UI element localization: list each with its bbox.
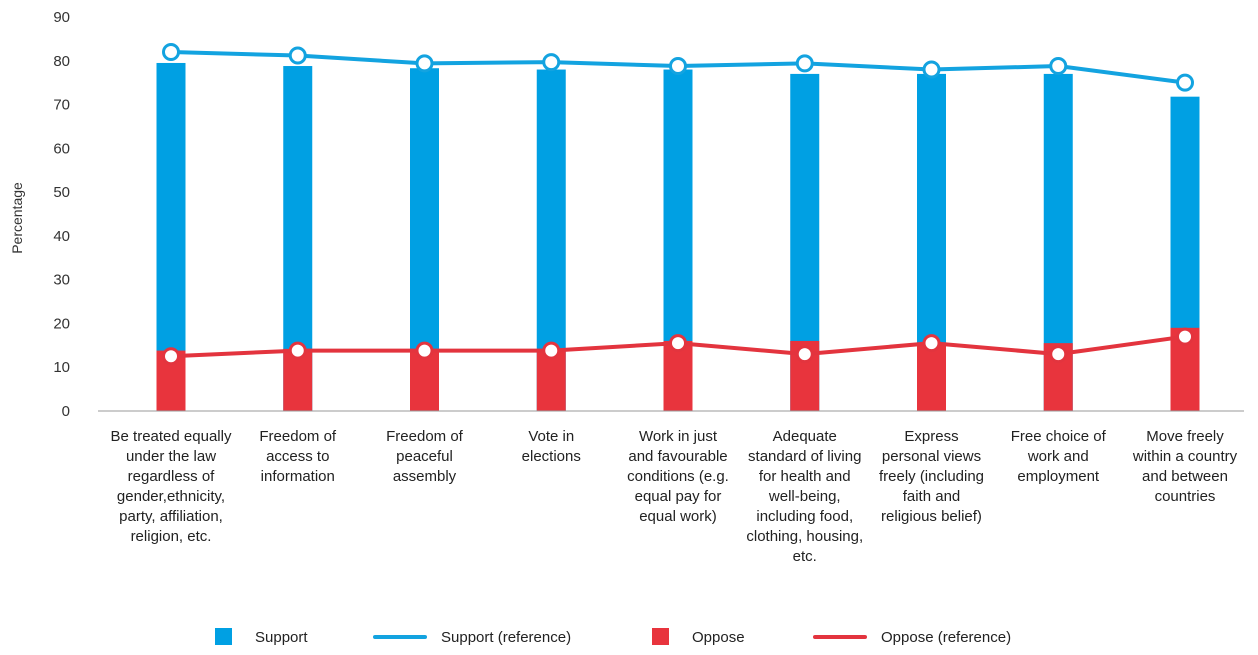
point-support-reference-2: [415, 54, 434, 73]
y-tick-label-50: 50: [53, 184, 70, 201]
point-support-reference-8: [1176, 73, 1194, 92]
category-label-0: Be treated equally under the law regardles…: [111, 428, 232, 545]
legend-label-support-reference: Support (reference): [441, 629, 571, 646]
legend-swatch-support: [215, 628, 232, 645]
point-oppose-reference-5: [795, 345, 814, 364]
legend-label-support: Support: [255, 629, 308, 646]
category-label-7: Free choice of work and employment: [1011, 428, 1107, 485]
y-tick-label-60: 60: [53, 140, 70, 157]
legend-swatch-oppose: [652, 628, 669, 645]
point-oppose-reference-8: [1176, 327, 1194, 346]
category-label-4: Work in just and favourable conditions (e.…: [627, 428, 729, 525]
category-labels: Be treated equally under the law regardles…: [111, 428, 1238, 565]
point-oppose-reference-4: [669, 334, 687, 353]
point-support-reference-1: [288, 46, 307, 65]
y-tick-label-0: 0: [62, 403, 70, 420]
category-label-2: Freedom of peaceful assembly: [386, 428, 464, 485]
y-axis-title: Percentage: [9, 182, 25, 254]
category-label-8: Move freely within a country and between co…: [1132, 428, 1238, 505]
lines: [162, 43, 1194, 366]
point-oppose-reference-2: [415, 341, 434, 360]
category-label-3: Vote in elections: [522, 428, 581, 465]
category-label-1: Freedom of access to information: [259, 428, 337, 485]
point-oppose-reference-6: [922, 334, 941, 353]
point-support-reference-5: [795, 54, 814, 73]
y-tick-label-10: 10: [53, 359, 70, 376]
y-tick-label-90: 90: [53, 9, 70, 26]
category-label-5: Adequate standard of living for health and…: [746, 428, 863, 565]
y-tick-label-70: 70: [53, 97, 70, 114]
category-label-6: Express personal views freely (including fa…: [879, 428, 984, 525]
y-tick-label-20: 20: [53, 315, 70, 332]
y-tick-label-30: 30: [53, 272, 70, 289]
point-support-reference-6: [922, 60, 941, 79]
bars: [156, 62, 1200, 412]
bar-oppose-6: [917, 343, 946, 411]
legend-label-oppose: Oppose: [692, 629, 745, 646]
y-tick-label-40: 40: [53, 228, 70, 245]
point-oppose-reference-3: [542, 341, 561, 360]
bar-oppose-4: [663, 340, 693, 411]
y-tick-label-80: 80: [53, 53, 70, 70]
point-oppose-reference-1: [288, 341, 307, 360]
legend: Support Support (reference) Oppose Oppose (…: [215, 628, 1011, 646]
point-oppose-reference-7: [1049, 345, 1068, 364]
point-oppose-reference-0: [162, 347, 180, 366]
legend-label-oppose-reference: Oppose (reference): [881, 629, 1011, 646]
point-support-reference-4: [669, 57, 687, 76]
point-support-reference-3: [542, 53, 561, 72]
point-support-reference-0: [162, 43, 180, 62]
point-support-reference-7: [1049, 57, 1068, 76]
y-axis: 0 10 20 30 40 50 60 70 80 90: [53, 9, 70, 420]
